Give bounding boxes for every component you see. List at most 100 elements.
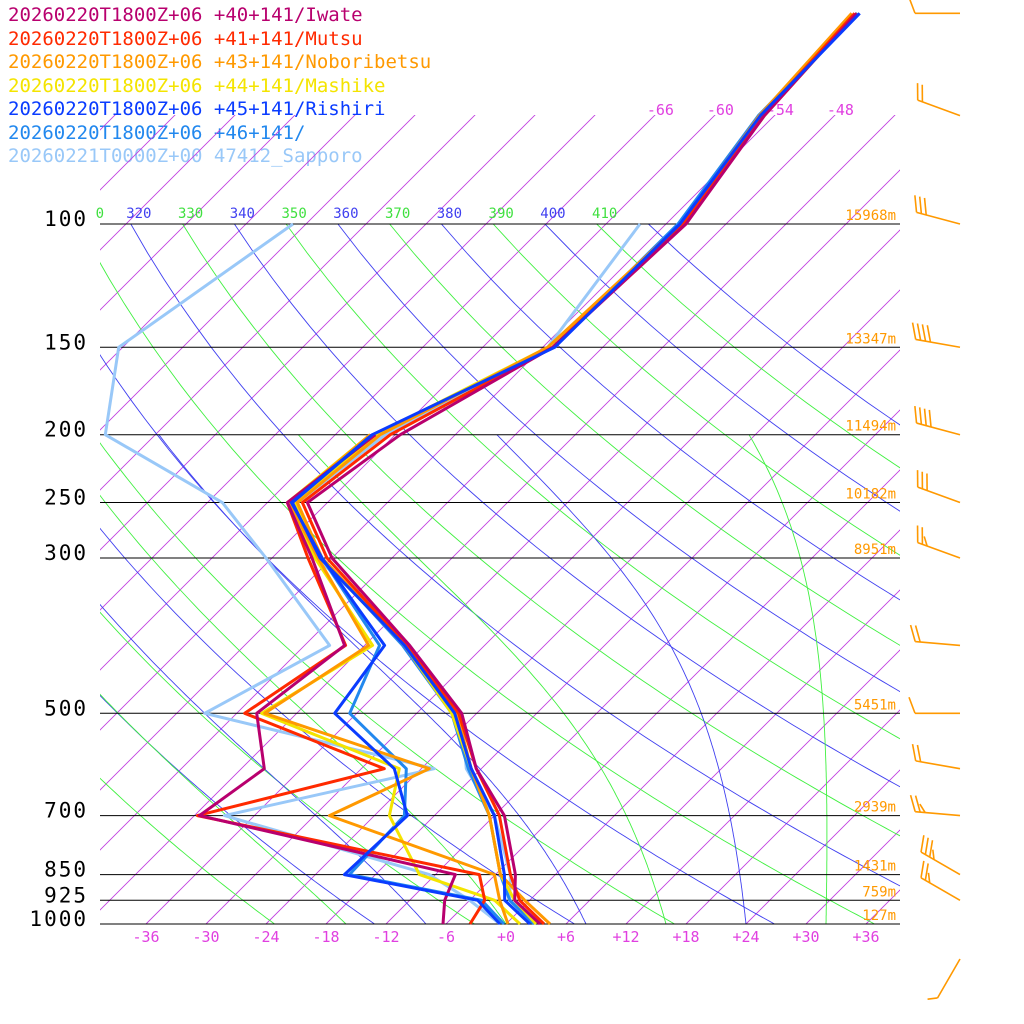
- theta-label: 350: [281, 206, 306, 222]
- isotherm-line: [100, 115, 716, 731]
- isotherm-line: [385, 409, 900, 924]
- pressure-tick-label: 100: [44, 207, 88, 231]
- theta-label: 0: [96, 206, 104, 222]
- barb-staff: [916, 422, 961, 436]
- height-label: 13347m: [845, 331, 896, 347]
- dewpoint-line-3: [263, 433, 510, 925]
- adiabats: [100, 224, 900, 924]
- barb-staff: [917, 541, 961, 559]
- wind-barb: [911, 322, 961, 349]
- isotherm-line: [265, 289, 900, 924]
- dewpoint-line-6: [290, 433, 506, 926]
- barb-flag: [918, 196, 923, 214]
- wind-barb: [920, 860, 961, 901]
- pressure-tick-label: 500: [44, 696, 88, 720]
- isotherm-line: [100, 115, 236, 251]
- isotherm-line: [745, 769, 900, 924]
- height-label: 2939m: [854, 800, 896, 816]
- barb-flag: [932, 849, 935, 860]
- temperature-tick-label: -18: [312, 928, 339, 946]
- pressure-tick-label: 850: [44, 858, 88, 882]
- isotherm-line: [100, 115, 176, 191]
- temperature-tick-label: -36: [132, 928, 159, 946]
- theta-label: 380: [437, 206, 462, 222]
- barb-flag: [924, 863, 929, 881]
- temperature-tick-label: +18: [672, 928, 699, 946]
- isotherm-line: [445, 469, 900, 924]
- barb-flag: [926, 325, 932, 343]
- temperature-tick-label: -30: [192, 928, 219, 946]
- barb-flag: [919, 803, 926, 813]
- height-label: 10182m: [845, 487, 896, 503]
- barb-staff: [915, 810, 961, 817]
- barb-flag: [911, 743, 917, 762]
- wind-barb: [914, 405, 961, 436]
- theta-label: 390: [489, 206, 514, 222]
- wind-barb: [909, 794, 961, 817]
- dry-adiabat: [234, 224, 900, 788]
- isotherm-line: [100, 115, 836, 851]
- barb-flag: [918, 407, 923, 425]
- temperature-tick-label: +24: [732, 928, 759, 946]
- dry-adiabat: [596, 224, 900, 469]
- height-label: 11494m: [845, 419, 896, 435]
- barb-flag: [921, 324, 927, 342]
- isotherm-line: [805, 829, 900, 924]
- dry-adiabat: [648, 224, 900, 426]
- pressure-tick-label: 150: [44, 330, 88, 354]
- wind-barb: [911, 743, 961, 770]
- barb-flag: [923, 197, 927, 216]
- temperature-tick-label: +30: [792, 928, 819, 946]
- theta-label: 330: [178, 206, 203, 222]
- barb-staff: [916, 211, 961, 225]
- barb-flag: [927, 872, 931, 883]
- barb-flag: [909, 0, 916, 14]
- dewpoint-line-1: [197, 433, 457, 925]
- moist-adiabat: [100, 693, 347, 924]
- temperature-tick-label: -12: [372, 928, 399, 946]
- temperature-line-5: [290, 12, 861, 926]
- barb-staff: [920, 851, 961, 876]
- isotherm-line: [625, 649, 900, 924]
- barb-flag: [920, 835, 925, 853]
- theta-label: 410: [592, 206, 617, 222]
- barb-flag: [928, 409, 932, 428]
- barb-flag: [920, 860, 925, 878]
- wind-barb: [916, 470, 961, 504]
- isotherm-line: [100, 115, 476, 491]
- barb-flag: [924, 837, 929, 855]
- legend-entry: 20260221T0000Z+00 47412_Sapporo: [8, 145, 363, 167]
- height-label: 15968m: [845, 208, 896, 224]
- legend-entry: 20260220T1800Z+06 +40+141/Iwate: [8, 4, 363, 26]
- pressure-tick-label: 925: [44, 883, 88, 907]
- pressure-tick-label: 1000: [29, 907, 88, 931]
- pressure-tick-label: 700: [44, 799, 88, 823]
- wind-barb: [908, 696, 960, 715]
- barb-flag: [928, 840, 934, 858]
- dry-adiabat: [182, 224, 900, 837]
- isotherms: [100, 115, 900, 924]
- temperature-tick-label: +12: [612, 928, 639, 946]
- isotherm-top-label: -60: [707, 101, 734, 119]
- temperature-tick-label: +36: [852, 928, 879, 946]
- barb-flag: [923, 536, 928, 547]
- barb-staff: [915, 640, 961, 647]
- moist-adiabat: [158, 434, 587, 924]
- isotherm-line: [100, 115, 776, 791]
- theta-label: 360: [333, 206, 358, 222]
- wind-barb: [909, 624, 961, 647]
- wind-barb: [914, 195, 961, 225]
- barb-staff: [915, 338, 961, 349]
- wind-barb: [920, 835, 961, 876]
- theta-label: 340: [230, 206, 255, 222]
- barb-flag: [908, 696, 916, 714]
- moist-adiabat: [297, 434, 667, 924]
- legend: 20260220T1800Z+06 +40+141/Iwate 20260220T…: [8, 4, 431, 169]
- barb-flag: [914, 795, 921, 813]
- dry-adiabat: [441, 224, 900, 601]
- isotherm-line: [565, 589, 900, 924]
- moist-adiabat: [748, 434, 828, 924]
- theta-label: 320: [126, 206, 151, 222]
- pressure-tick-label: 300: [44, 541, 88, 565]
- barb-flag: [923, 408, 927, 426]
